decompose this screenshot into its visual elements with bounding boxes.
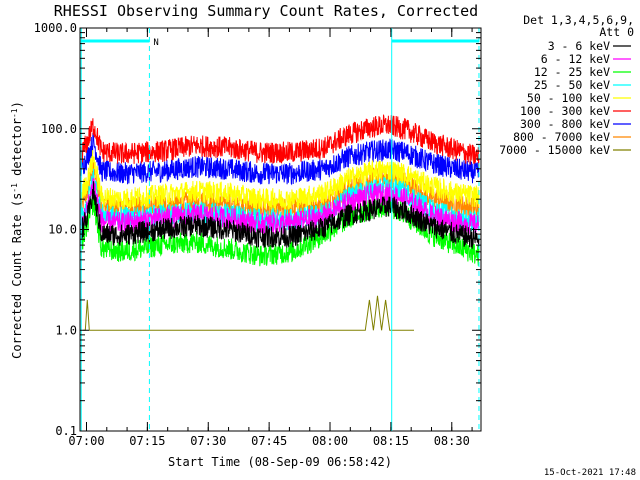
footer-date: 15-Oct-2021 17:48 — [544, 468, 636, 478]
series-line-100-300-kev — [80, 113, 480, 168]
x-tick-label-0: 07:00 — [68, 434, 104, 448]
x-tick-label-5: 08:15 — [373, 434, 409, 448]
legend-entry-2: 6 - 12 keV — [541, 52, 610, 66]
legend-entry-6: 100 - 300 keV — [520, 104, 610, 118]
legend-entry-3: 12 - 25 keV — [534, 65, 610, 79]
flag-segment-label-1: N — [153, 38, 158, 48]
series-line-7000-15000-kev — [83, 295, 414, 331]
y-label-part-2: detector — [10, 118, 24, 183]
x-tick-label-4: 08:00 — [312, 434, 348, 448]
series-line-50-100-kev — [80, 150, 480, 211]
y-tick-label-3: 1.0 — [55, 323, 77, 337]
legend-entry-8: 800 - 7000 keV — [513, 130, 610, 144]
legend-header-2: Att 0 — [599, 25, 634, 39]
x-axis-label: Start Time (08-Sep-09 06:58:42) — [168, 455, 392, 469]
legend-entry-4: 25 - 50 keV — [534, 78, 610, 92]
chart-title: RHESSI Observing Summary Count Rates, Co… — [54, 2, 478, 20]
y-label-part-3: ) — [10, 101, 24, 108]
legend-entry-9: 7000 - 15000 keV — [499, 143, 610, 157]
x-tick-label-2: 07:30 — [190, 434, 226, 448]
series-line-3-6-kev — [80, 181, 480, 249]
y-axis-label: Corrected Count Rate (s-1 detector-1) — [10, 101, 24, 359]
x-tick-label-6: 08:30 — [434, 434, 470, 448]
legend-header-1: Det 1,3,4,5,6,9, — [523, 13, 634, 27]
legend-entry-1: 3 - 6 keV — [548, 39, 610, 53]
y-tick-label-2: 10.0 — [48, 223, 77, 237]
y-label-sup-1: -1 — [10, 183, 19, 193]
y-label-sup-2: -1 — [10, 108, 19, 118]
x-tick-label-1: 07:15 — [129, 434, 165, 448]
legend-entry-5: 50 - 100 keV — [527, 91, 610, 105]
axes-group: 1000.0 100.0 10.0 1.0 0.107:00 07:15 07:30 07:4… — [34, 21, 481, 448]
x-tick-label-3: 07:45 — [251, 434, 287, 448]
y-tick-label-1: 100.0 — [41, 122, 77, 136]
y-tick-label-4: 0.1 — [55, 424, 77, 438]
legend-entry-7: 300 - 800 keV — [520, 117, 610, 131]
y-label-part-1: Corrected Count Rate (s — [10, 193, 24, 359]
series-group — [80, 113, 480, 331]
series-line-300-800-kev — [80, 132, 480, 186]
y-tick-label-0: 1000.0 — [34, 21, 77, 35]
